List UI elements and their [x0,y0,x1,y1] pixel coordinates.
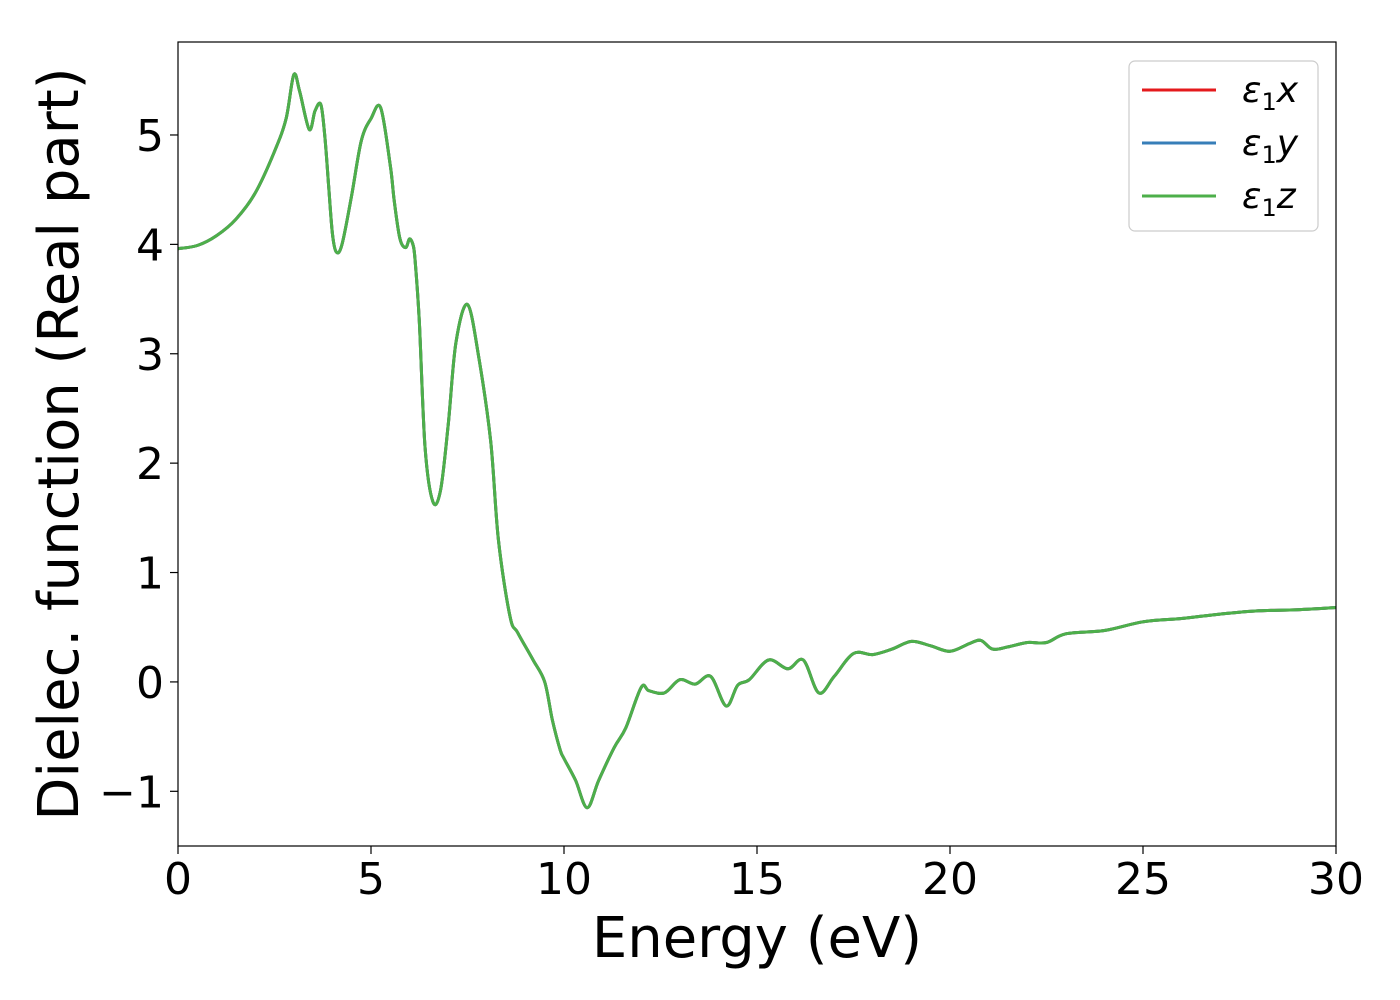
y-tick-label: −1 [99,767,164,818]
x-tick-label: 15 [729,854,785,905]
y-tick-label: 3 [136,330,164,381]
x-tick-label: 0 [164,854,192,905]
legend-label-3: ε1z [1242,176,1297,222]
series-lines [177,72,1337,810]
x-axis-ticks: 0 5 10 15 20 25 30 [164,846,1364,905]
x-tick-label: 30 [1308,854,1364,905]
legend-label-2: ε1y [1242,123,1299,169]
legend-label-1: ε1x [1242,70,1299,116]
x-tick-label: 20 [922,854,978,905]
legend: ε1x ε1y ε1z [1128,60,1319,232]
x-tick-label: 10 [536,854,592,905]
y-tick-label: 5 [136,111,164,162]
legend-box [1128,60,1319,232]
y-tick-label: 4 [136,220,164,271]
y-tick-label: 0 [136,658,164,709]
y-axis-ticks: −1 0 1 2 3 4 5 [99,111,178,818]
y-axis-title: Dielec. function (Real part) [27,67,92,820]
x-tick-label: 25 [1115,854,1171,905]
series-line-3 [177,72,1337,810]
x-axis-title: Energy (eV) [592,906,922,971]
y-tick-label: 1 [136,549,164,600]
x-tick-label: 5 [357,854,385,905]
y-tick-label: 2 [136,439,164,490]
